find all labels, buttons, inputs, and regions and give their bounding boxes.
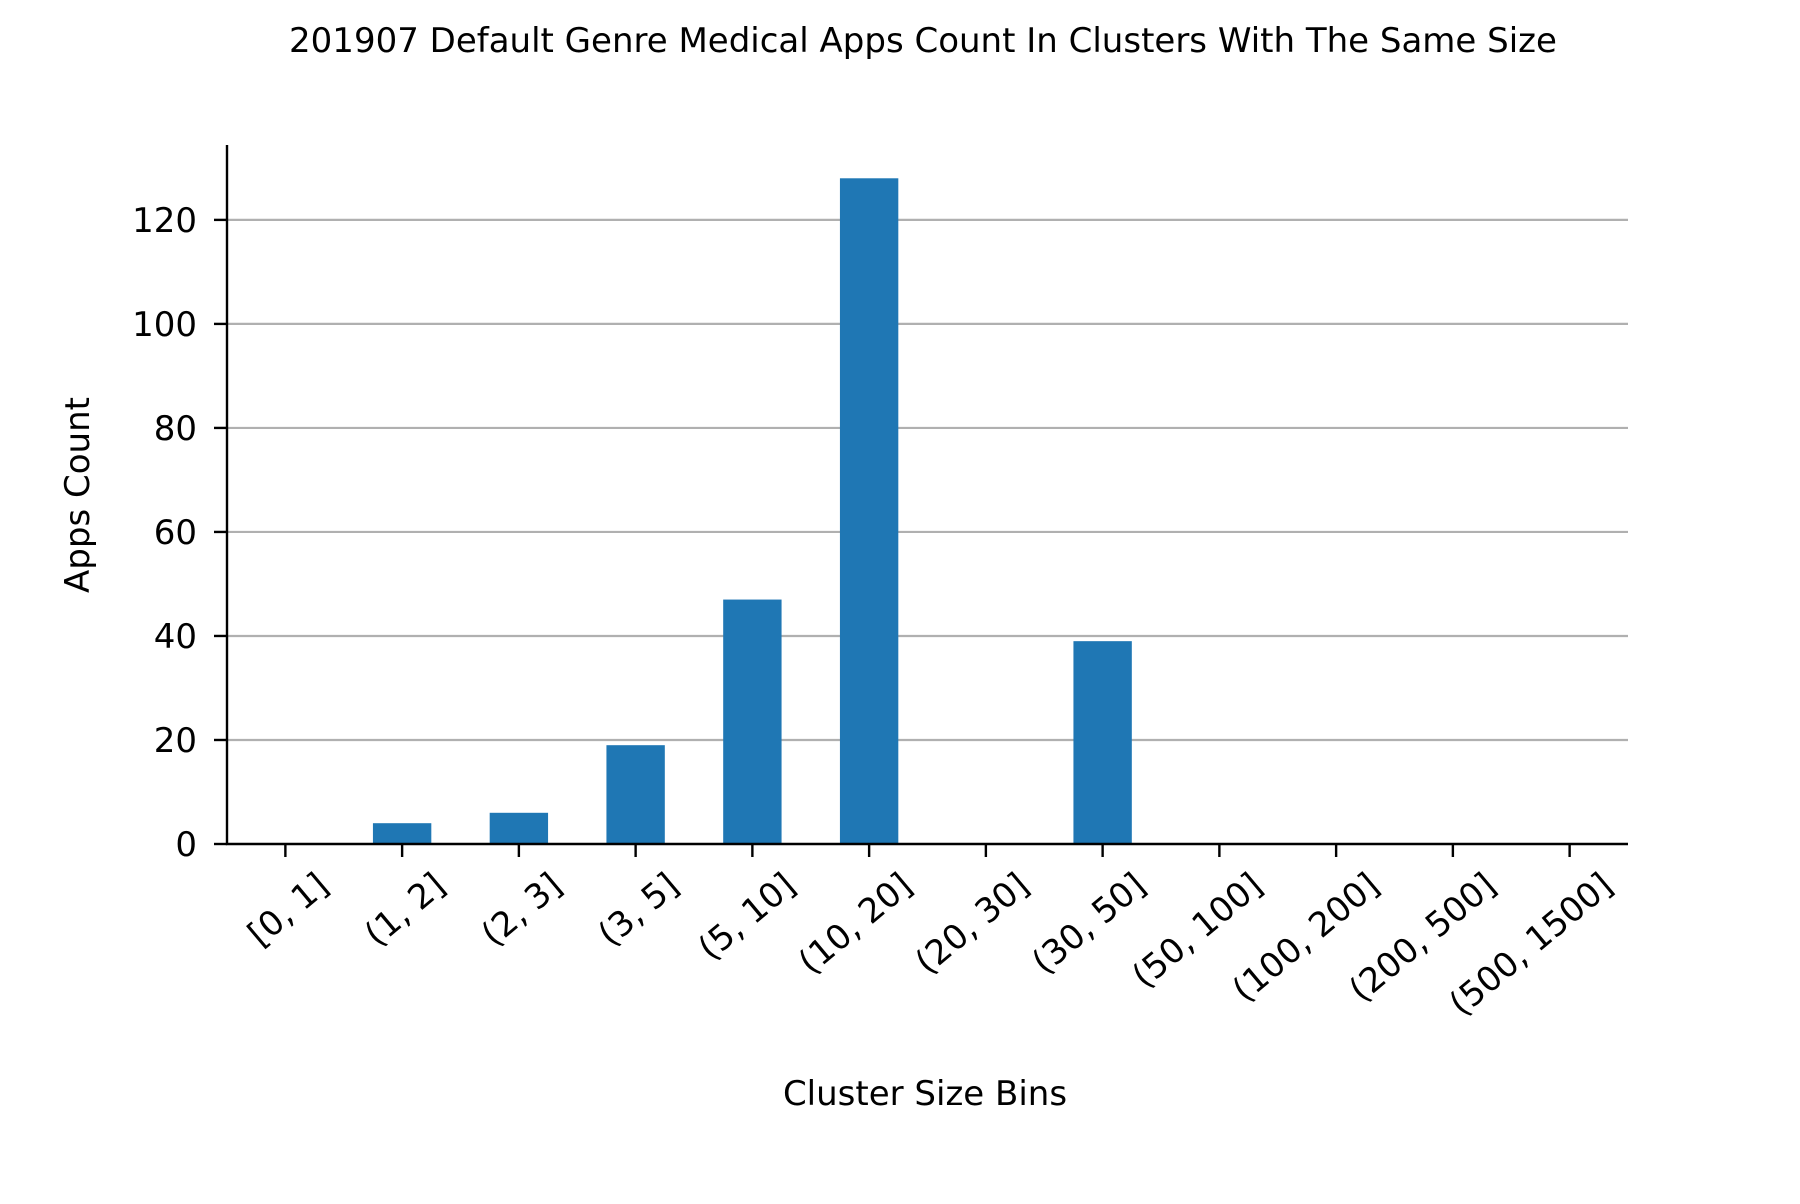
y-tick-label: 0 — [175, 825, 197, 865]
y-tick-label: 20 — [154, 721, 197, 761]
grid-lines — [227, 218, 1628, 742]
y-tick-label: 80 — [154, 409, 197, 449]
x-tick-label: (1, 2] — [357, 865, 453, 954]
bar — [1073, 641, 1132, 844]
bar — [839, 178, 899, 845]
x-tick-label: [0, 1] — [240, 865, 336, 954]
bars — [372, 178, 1132, 845]
bar — [606, 745, 665, 844]
y-tick-label: 120 — [132, 201, 197, 241]
x-tick-label: (10, 20] — [791, 865, 920, 982]
y-tick-label: 60 — [154, 513, 197, 553]
x-axis-label: Cluster Size Bins — [783, 1074, 1067, 1114]
bar — [723, 599, 782, 844]
chart-title: 201907 Default Genre Medical Apps Count … — [289, 21, 1557, 61]
bar — [372, 823, 432, 844]
y-tick-label: 40 — [154, 617, 197, 657]
bar — [489, 812, 549, 844]
x-tick-label: (2, 3] — [474, 865, 570, 954]
y-tick-label: 100 — [132, 305, 197, 345]
x-tick-label: (3, 5] — [591, 865, 687, 954]
y-axis-label: Apps Count — [58, 397, 98, 593]
axes — [225, 145, 1628, 846]
x-tick-label: (20, 30] — [908, 865, 1037, 982]
x-tick-label: (5, 10] — [691, 865, 803, 968]
